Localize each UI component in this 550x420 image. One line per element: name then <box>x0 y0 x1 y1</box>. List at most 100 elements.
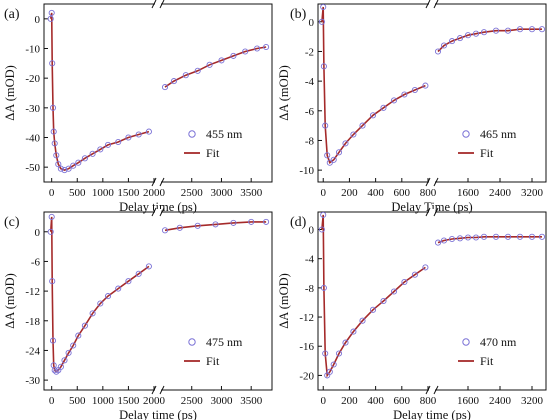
data-point <box>480 29 488 36</box>
data-point <box>422 264 429 271</box>
data-point <box>263 218 270 225</box>
data-point <box>492 233 500 240</box>
data-point <box>369 306 377 313</box>
data-point <box>401 91 408 98</box>
x-tick-label: 3000 <box>210 395 233 407</box>
data-point <box>516 26 524 33</box>
x-tick-label: 1000 <box>92 187 115 199</box>
data-point <box>161 227 169 234</box>
x-axis-title: Delay Time (ps) <box>391 200 472 214</box>
data-point <box>70 342 77 349</box>
y-tick-label: -16 <box>299 341 314 353</box>
x-tick-label: 3500 <box>240 395 263 407</box>
axis-break-mark <box>433 0 439 9</box>
fit-curve-segment-1 <box>49 12 150 171</box>
data-point <box>342 339 349 346</box>
data-point <box>456 235 464 242</box>
data-point <box>320 211 327 218</box>
x-tick-label: 400 <box>367 187 384 199</box>
data-point <box>97 300 104 307</box>
data-point <box>448 38 456 45</box>
axis-break-mark <box>151 0 157 9</box>
axis-break-mark <box>433 207 439 217</box>
break-mask-bottom <box>155 179 161 185</box>
data-point <box>538 233 546 240</box>
data-point <box>176 224 183 231</box>
y-tick-label: -12 <box>25 286 40 298</box>
fit-curve-segment-2 <box>437 236 542 244</box>
data-point <box>324 152 331 159</box>
x-tick-label: 2500 <box>181 395 204 407</box>
data-point <box>170 78 177 85</box>
axis-break-mark <box>159 0 165 9</box>
data-point <box>434 48 442 55</box>
data-point <box>81 155 88 162</box>
data-point <box>104 141 112 148</box>
fit-curve-segment-2 <box>164 221 267 232</box>
data-point <box>115 285 122 292</box>
x-tick-label: 1000 <box>92 395 115 407</box>
x-tick-label: 200 <box>341 187 358 199</box>
plot-frame <box>43 3 273 183</box>
y-tick-label: -8 <box>305 283 315 295</box>
panel-d: 0 -4 -8 -12 -16 -20 0 200 400 600 800 1600 2400 3200 D… <box>277 207 547 420</box>
data-point <box>504 233 512 240</box>
x-tick-label: 1600 <box>457 395 480 407</box>
data-point <box>161 84 169 91</box>
x-axis-title: Delay time (ps) <box>119 200 197 214</box>
x-tick-label: 3000 <box>210 187 233 199</box>
legend-marker-data <box>188 130 196 138</box>
data-point <box>70 162 77 169</box>
legend-marker-data <box>462 338 470 346</box>
axis-break-mark <box>425 207 431 217</box>
y-tick-label: -50 <box>25 162 40 174</box>
data-point <box>528 233 536 240</box>
break-mask-bottom <box>429 179 435 185</box>
data-point <box>318 18 325 25</box>
data-point <box>194 67 201 74</box>
data-point <box>97 146 104 153</box>
data-point <box>61 167 68 174</box>
break-mask-top <box>429 1 435 7</box>
x-tick-label: 800 <box>420 395 437 407</box>
legend-label-fit: Fit <box>206 146 220 160</box>
fit-curve-segment-2 <box>437 28 542 53</box>
break-mask-top <box>429 209 435 215</box>
data-point <box>218 57 225 64</box>
y-tick-label: -8 <box>305 135 315 147</box>
data-point <box>61 357 68 364</box>
data-point <box>125 134 132 141</box>
data-point <box>528 26 536 33</box>
data-point <box>326 159 333 166</box>
x-tick-label: 2000 <box>143 395 166 407</box>
x-tick-label: 800 <box>420 187 437 199</box>
x-tick-label: 0 <box>320 395 326 407</box>
data-point <box>206 61 213 68</box>
legend-label-data: 470 nm <box>480 335 517 349</box>
data-point <box>390 288 398 295</box>
data-point <box>75 159 82 166</box>
axis-break-mark <box>159 385 165 395</box>
y-tick-label: -10 <box>25 44 40 56</box>
data-point <box>359 122 366 129</box>
data-point <box>48 9 55 16</box>
data-point <box>342 140 349 147</box>
data-point <box>472 234 480 241</box>
data-point <box>135 131 142 138</box>
data-point <box>401 278 408 286</box>
data-point <box>492 27 500 34</box>
data-point <box>55 161 62 168</box>
data-point <box>49 337 57 344</box>
data-point <box>230 219 237 226</box>
data-point <box>359 317 366 324</box>
x-tick-label: 3500 <box>240 187 263 199</box>
legend-marker-data <box>188 338 196 346</box>
x-tick-label: 400 <box>367 395 384 407</box>
y-tick-label: -12 <box>299 312 314 324</box>
panel-a: 0 -10 -20 -30 -40 -50 0 500 1000 1500 2000 2500 3000… <box>3 0 273 214</box>
data-point <box>51 140 58 147</box>
data-point <box>81 322 88 329</box>
y-tick-label: -40 <box>25 133 40 145</box>
data-point <box>49 60 56 67</box>
legend-label-fit: Fit <box>480 146 494 160</box>
